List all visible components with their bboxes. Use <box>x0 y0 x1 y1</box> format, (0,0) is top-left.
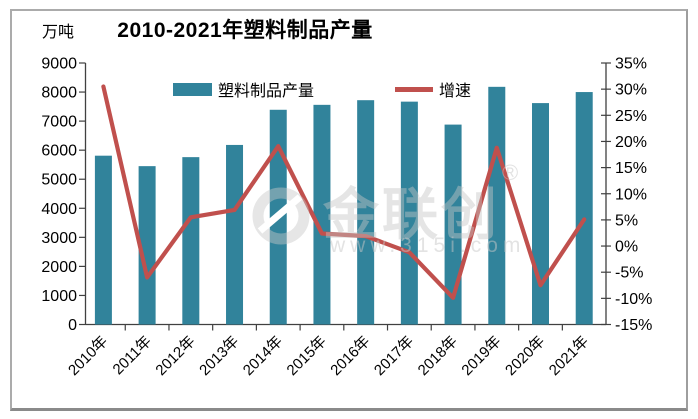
production-bar-2010年 <box>94 155 112 325</box>
left-axis-tick-label: 8000 <box>41 85 77 102</box>
production-bar-2018年 <box>444 124 462 325</box>
legend-item-production: 塑料制品产量 <box>173 77 314 101</box>
legend-line-label: 增速 <box>439 83 472 100</box>
x-axis-label-2010年: 2010年 <box>65 333 111 379</box>
x-axis-label-2019年: 2019年 <box>458 333 504 379</box>
left-axis-tick-label: 3000 <box>41 230 77 247</box>
x-axis-label-2017年: 2017年 <box>371 333 417 379</box>
production-bar-2015年 <box>313 104 331 325</box>
right-axis-tick-label: 0% <box>615 239 638 256</box>
production-bar-2013年 <box>226 144 244 325</box>
left-axis-tick-label: 2000 <box>41 259 77 276</box>
legend-item-growth: 增速 <box>395 77 471 101</box>
right-axis-tick-label: 35% <box>615 56 647 73</box>
production-bar-2014年 <box>269 109 287 325</box>
production-bar-2020年 <box>532 103 549 325</box>
x-axis-label-2018年: 2018年 <box>415 333 461 379</box>
right-axis-tick-label: 25% <box>615 108 647 125</box>
production-bar-2011年 <box>138 166 156 325</box>
legend-bar-swatch-icon <box>173 82 212 96</box>
right-axis-tick-label: -5% <box>615 265 643 282</box>
left-axis-tick-label: 1000 <box>41 288 77 305</box>
production-bar-2017年 <box>400 101 418 325</box>
chart-border-frame <box>10 9 688 411</box>
legend-line-swatch-icon <box>395 86 433 92</box>
legend-bar-label: 塑料制品产量 <box>218 83 315 100</box>
right-axis-tick-label: 20% <box>615 134 647 151</box>
x-axis-label-2011年: 2011年 <box>109 333 154 378</box>
x-axis-label-2013年: 2013年 <box>196 333 242 379</box>
right-axis-tick-label: 10% <box>615 186 647 203</box>
production-bar-2019年 <box>488 86 506 325</box>
production-bar-2012年 <box>182 157 200 325</box>
left-axis-tick-label: 0 <box>68 317 77 334</box>
x-axis-label-2015年: 2015年 <box>284 333 330 379</box>
right-axis-tick-label: -10% <box>615 291 652 308</box>
x-axis-label-2014年: 2014年 <box>240 333 286 379</box>
left-axis-tick-label: 9000 <box>41 56 77 73</box>
chart-title: 2010-2021年塑料制品产量 <box>117 19 373 42</box>
right-axis-tick-label: 30% <box>615 82 647 99</box>
left-axis-tick-label: 5000 <box>41 172 77 189</box>
right-axis-tick-label: 5% <box>615 212 638 229</box>
production-bar-2016年 <box>357 100 375 325</box>
x-axis-label-2012年: 2012年 <box>152 333 198 379</box>
left-axis-tick-label: 6000 <box>41 143 77 160</box>
left-axis-tick-label: 4000 <box>41 201 77 218</box>
x-axis-label-2016年: 2016年 <box>327 333 373 379</box>
growth-rate-line <box>101 84 587 300</box>
x-axis-label-2020年: 2020年 <box>502 333 548 379</box>
left-axis-tick-label: 7000 <box>41 114 77 131</box>
x-axis-label-2021年: 2021年 <box>546 333 592 379</box>
left-axis-unit-label: 万吨 <box>42 24 75 41</box>
right-axis-tick-label: -15% <box>615 317 652 334</box>
production-bar-2021年 <box>575 92 593 325</box>
right-axis-tick-label: 15% <box>615 160 647 177</box>
